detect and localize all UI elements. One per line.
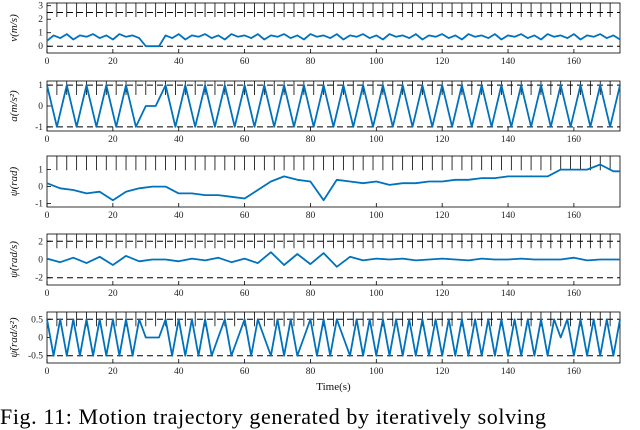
x-tick-label: 140 bbox=[501, 289, 516, 299]
x-tick-label: 140 bbox=[501, 57, 516, 67]
y-tick-label: -1 bbox=[35, 200, 43, 210]
x-tick-label: 160 bbox=[567, 57, 582, 67]
y-tick-label: -1 bbox=[35, 123, 43, 133]
x-tick-label: 20 bbox=[108, 211, 118, 221]
y-axis-label: ψ̇(rad/s) bbox=[8, 241, 20, 278]
y-axis-label: v(m/s) bbox=[8, 14, 20, 42]
x-tick-label: 20 bbox=[108, 289, 118, 299]
y-tick-label: -2 bbox=[35, 274, 43, 284]
axes-box bbox=[46, 2, 621, 54]
x-tick-label: 140 bbox=[501, 211, 516, 221]
x-tick-label: 60 bbox=[240, 289, 250, 299]
y-tick-label: 0 bbox=[38, 42, 43, 52]
y-axis-label: ψ(rad) bbox=[8, 166, 20, 196]
x-tick-label: 100 bbox=[369, 57, 384, 67]
figure-caption: Fig. 11: Motion trajectory generated by … bbox=[0, 404, 547, 429]
x-tick-label: 0 bbox=[45, 211, 50, 221]
x-tick-label: 0 bbox=[45, 367, 50, 377]
y-axis-label: a(m/s²) bbox=[8, 90, 20, 122]
series-line bbox=[46, 163, 620, 202]
x-tick-label: 60 bbox=[240, 135, 250, 145]
y-tick-label: 0 bbox=[38, 102, 43, 112]
y-tick-label: 2 bbox=[38, 15, 43, 25]
x-tick-label: 100 bbox=[369, 211, 384, 221]
x-tick-label: 140 bbox=[501, 367, 516, 377]
x-tick-label: 80 bbox=[306, 367, 316, 377]
x-tick-label: 120 bbox=[435, 367, 450, 377]
subplot-5: 0 20 40 60 80 100 120 140 160-0.500.5ψ̈(rad/s²)T… bbox=[8, 311, 621, 393]
y-tick-label: 0 bbox=[38, 334, 43, 344]
x-tick-label: 40 bbox=[174, 211, 184, 221]
x-tick-label: 160 bbox=[567, 211, 582, 221]
x-tick-label: 20 bbox=[108, 135, 118, 145]
x-tick-label: 100 bbox=[369, 289, 384, 299]
x-tick-label: 60 bbox=[240, 211, 250, 221]
series-line bbox=[46, 33, 621, 48]
x-tick-label: 160 bbox=[567, 289, 582, 299]
x-tick-label: 120 bbox=[435, 211, 450, 221]
x-tick-label: 0 bbox=[45, 135, 50, 145]
axes-box bbox=[46, 155, 621, 208]
x-tick-label: 40 bbox=[174, 367, 184, 377]
series-line bbox=[46, 84, 621, 128]
x-axis-label: Time(s) bbox=[316, 381, 351, 393]
x-tick-label: 40 bbox=[174, 289, 184, 299]
y-tick-label: 1 bbox=[38, 81, 43, 91]
x-tick-label: 140 bbox=[501, 135, 516, 145]
x-tick-label: 60 bbox=[240, 367, 250, 377]
x-tick-label: 40 bbox=[174, 135, 184, 145]
x-tick-label: 100 bbox=[369, 367, 384, 377]
x-tick-label: 60 bbox=[240, 57, 250, 67]
x-tick-label: 40 bbox=[174, 57, 184, 67]
x-tick-label: 20 bbox=[108, 367, 118, 377]
y-tick-label: 1 bbox=[38, 29, 43, 39]
y-tick-label: 2 bbox=[38, 237, 43, 247]
x-tick-label: 120 bbox=[435, 57, 450, 67]
y-tick-label: 0 bbox=[38, 256, 43, 266]
x-tick-label: 80 bbox=[306, 211, 316, 221]
x-tick-label: 80 bbox=[306, 57, 316, 67]
x-tick-label: 120 bbox=[435, 135, 450, 145]
y-axis-label: ψ̈(rad/s²) bbox=[8, 317, 20, 357]
x-tick-label: 0 bbox=[45, 57, 50, 67]
y-tick-label: 0 bbox=[38, 183, 43, 193]
y-tick-label: 3 bbox=[38, 2, 43, 12]
x-tick-label: 160 bbox=[567, 135, 582, 145]
subplot-1: 0 20 40 60 80 100 120 140 160 0 1 2 3 v(m/s) bbox=[8, 2, 621, 67]
x-tick-label: 100 bbox=[369, 135, 384, 145]
x-tick-label: 20 bbox=[108, 57, 118, 67]
x-tick-label: 80 bbox=[306, 289, 316, 299]
x-tick-label: 160 bbox=[567, 367, 582, 377]
x-tick-label: 0 bbox=[45, 289, 50, 299]
y-tick-label: 0.5 bbox=[31, 315, 43, 325]
x-tick-label: 120 bbox=[435, 289, 450, 299]
series-line bbox=[46, 251, 620, 268]
y-tick-label: -0.5 bbox=[28, 352, 43, 362]
x-tick-label: 80 bbox=[306, 135, 316, 145]
series-line bbox=[46, 318, 621, 357]
y-tick-label: 1 bbox=[38, 166, 43, 176]
